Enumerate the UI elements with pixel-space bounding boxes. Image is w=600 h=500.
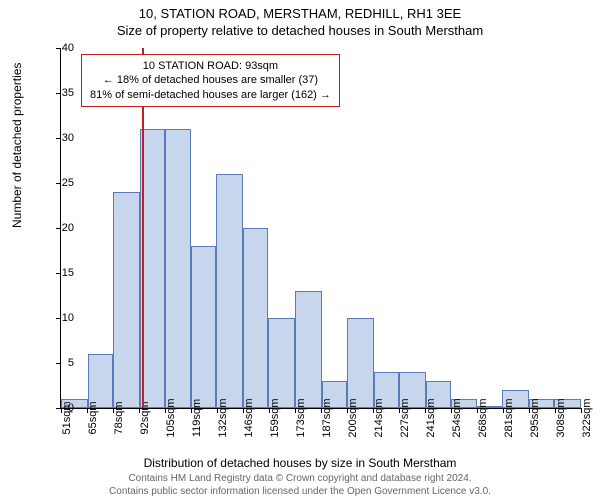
xtick-label: 214sqm <box>373 398 385 437</box>
ytick-mark <box>56 48 61 49</box>
xtick-label: 200sqm <box>347 398 359 437</box>
ytick-mark <box>56 318 61 319</box>
chart-title-line1: 10, STATION ROAD, MERSTHAM, REDHILL, RH1… <box>0 0 600 21</box>
ytick-label: 25 <box>62 177 74 189</box>
xtick-label: 65sqm <box>87 401 99 434</box>
histogram-bar <box>165 129 192 408</box>
xtick-label: 132sqm <box>217 398 229 437</box>
histogram-bar <box>88 354 113 408</box>
xtick-label: 227sqm <box>399 398 411 437</box>
annotation-box: 10 STATION ROAD: 93sqm ← 18% of detached… <box>81 54 340 107</box>
xtick-label: 105sqm <box>165 398 177 437</box>
xtick-label: 159sqm <box>269 398 281 437</box>
xtick-label: 322sqm <box>581 398 593 437</box>
xtick-label: 308sqm <box>555 398 567 437</box>
histogram-bar <box>113 192 140 408</box>
x-axis-label: Distribution of detached houses by size … <box>0 456 600 470</box>
ytick-label: 0 <box>68 402 74 414</box>
ytick-mark <box>56 228 61 229</box>
chart-container: { "title_line1": "10, STATION ROAD, MERS… <box>0 0 600 500</box>
ytick-label: 35 <box>62 87 74 99</box>
xtick-label: 146sqm <box>243 398 255 437</box>
chart-title-line2: Size of property relative to detached ho… <box>0 21 600 38</box>
footer-attribution: Contains HM Land Registry data © Crown c… <box>0 473 600 498</box>
histogram-bar <box>347 318 374 408</box>
ytick-mark <box>56 273 61 274</box>
ytick-label: 15 <box>62 267 74 279</box>
xtick-label: 268sqm <box>477 398 489 437</box>
xtick-label: 281sqm <box>503 398 515 437</box>
xtick-label: 254sqm <box>451 398 463 437</box>
ytick-mark <box>56 138 61 139</box>
xtick-label: 119sqm <box>191 399 203 437</box>
xtick-label: 173sqm <box>295 398 307 437</box>
ytick-label: 5 <box>68 357 74 369</box>
xtick-label: 241sqm <box>425 398 437 437</box>
plot-area: 51sqm65sqm78sqm92sqm105sqm119sqm132sqm14… <box>60 48 581 409</box>
ytick-mark <box>56 363 61 364</box>
annotation-line1: 10 STATION ROAD: 93sqm <box>90 59 331 73</box>
annotation-line3: 81% of semi-detached houses are larger (… <box>90 88 331 102</box>
footer-line2: Contains public sector information licen… <box>0 486 600 499</box>
histogram-bar <box>216 174 243 408</box>
ytick-mark <box>56 183 61 184</box>
histogram-bar <box>295 291 322 408</box>
histogram-bar <box>268 318 295 408</box>
xtick-label: 78sqm <box>113 401 125 434</box>
annotation-line2: ← 18% of detached houses are smaller (37… <box>90 73 331 87</box>
ytick-mark <box>56 93 61 94</box>
xtick-label: 295sqm <box>529 398 541 437</box>
histogram-bar <box>243 228 268 408</box>
ytick-label: 10 <box>62 312 74 324</box>
y-axis-label: Number of detached properties <box>10 63 24 228</box>
ytick-label: 20 <box>62 222 74 234</box>
footer-line1: Contains HM Land Registry data © Crown c… <box>0 473 600 486</box>
xtick-label: 187sqm <box>321 398 333 437</box>
histogram-bar <box>191 246 216 408</box>
ytick-label: 30 <box>62 132 74 144</box>
ytick-label: 40 <box>62 42 74 54</box>
